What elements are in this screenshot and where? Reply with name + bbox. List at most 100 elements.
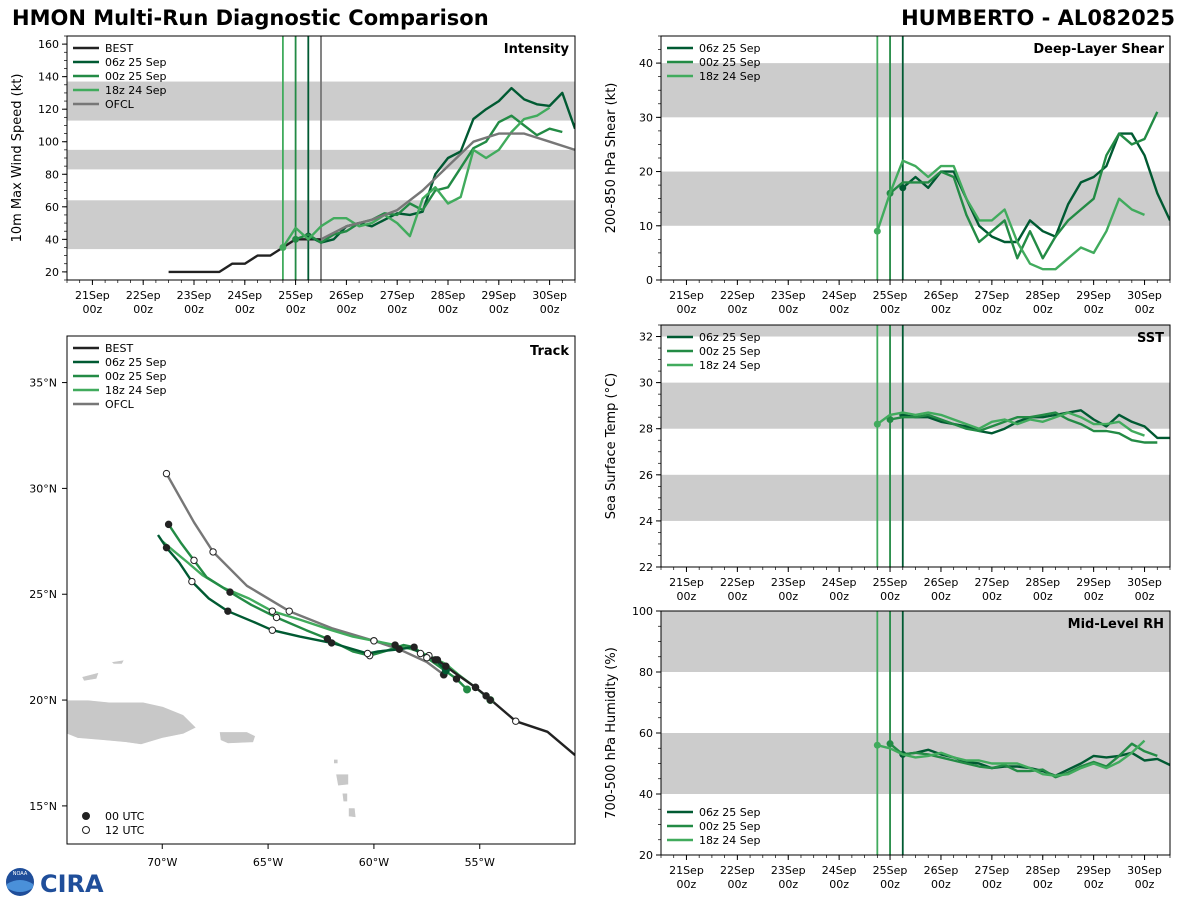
- intensity-ytick-label: 160: [38, 38, 59, 51]
- sst-band-0: [661, 474, 1170, 521]
- intensity-ytick-label: 140: [38, 71, 59, 84]
- shear-panel: 01020304021Sep00z22Sep00z23Sep00z24Sep00…: [604, 35, 1171, 316]
- sst-xtick-label-day: 26Sep: [924, 576, 959, 589]
- shear-legend-label: 00z 25 Sep: [699, 56, 761, 69]
- track-legend-label: 00z 25 Sep: [105, 370, 167, 383]
- shear-band-1: [661, 63, 1170, 118]
- sst-series-start-2: [873, 420, 881, 428]
- rh-ytick-label: 100: [632, 605, 653, 618]
- shear-legend-label: 18z 24 Sep: [699, 70, 761, 83]
- track-ytick-label: 20°N: [29, 694, 57, 707]
- rh-xtick-label-hour: 00z: [1033, 878, 1053, 891]
- sst-xtick-label-hour: 00z: [931, 590, 951, 603]
- guadeloupe-land: [335, 773, 349, 787]
- rh-series-start-2: [873, 741, 881, 749]
- track-marker-00utc: [452, 675, 461, 683]
- track-marker-00utc: [164, 520, 173, 529]
- track-marker-legend-symbol: [82, 826, 90, 834]
- sst-xtick-label-hour: 00z: [829, 590, 849, 603]
- shear-xtick-label-hour: 00z: [778, 303, 798, 316]
- track-xtick-label: 65°W: [253, 856, 283, 869]
- track-marker-12utc: [285, 607, 293, 615]
- sst-xtick-label-hour: 00z: [1033, 590, 1053, 603]
- track-marker-12utc: [268, 626, 277, 634]
- shear-xtick-label-hour: 00z: [1135, 303, 1155, 316]
- track-marker-12utc: [209, 548, 217, 556]
- antigua-land: [333, 759, 339, 764]
- sst-ylabel: Sea Surface Temp (°C): [604, 373, 619, 520]
- track-marker-00utc: [471, 683, 480, 692]
- sst-panel: 22242628303221Sep00z22Sep00z23Sep00z24Se…: [604, 324, 1171, 603]
- sst-series-2: [876, 411, 1145, 437]
- intensity-panel: 2040608010012014016021Sep00z22Sep00z23Se…: [10, 35, 576, 316]
- storm-title: HUMBERTO - AL082025: [901, 6, 1175, 30]
- rh-xtick-label-day: 27Sep: [974, 864, 1009, 877]
- intensity-ytick-label: 80: [45, 168, 59, 181]
- sst-xtick-label-day: 22Sep: [720, 576, 755, 589]
- rh-xtick-label-day: 25Sep: [873, 864, 908, 877]
- rh-xtick-label-day: 28Sep: [1025, 864, 1060, 877]
- intensity-xtick-label-hour: 00z: [286, 303, 306, 316]
- track-marker-12utc: [512, 717, 520, 725]
- shear-ytick-label: 0: [646, 274, 653, 287]
- sst-xtick-label-day: 24Sep: [822, 576, 857, 589]
- shear-xtick-label-day: 28Sep: [1025, 289, 1060, 302]
- sst-xtick-label-hour: 00z: [982, 590, 1002, 603]
- sst-xtick-label-day: 30Sep: [1127, 576, 1162, 589]
- shear-series-2: [876, 159, 1145, 271]
- shear-xtick-label-day: 24Sep: [822, 289, 857, 302]
- intensity-xtick-label-day: 22Sep: [126, 289, 161, 302]
- track-ytick-label: 25°N: [29, 588, 57, 601]
- track-marker-00utc: [482, 692, 490, 700]
- sst-series-start-1: [886, 415, 894, 423]
- intensity-xtick-label-day: 29Sep: [481, 289, 516, 302]
- shear-xtick-label-day: 29Sep: [1076, 289, 1111, 302]
- shear-xtick-label-day: 30Sep: [1127, 289, 1162, 302]
- sst-xtick-label-hour: 00z: [727, 590, 747, 603]
- sst-band-1: [661, 382, 1170, 429]
- intensity-series-3: [281, 106, 551, 249]
- noaa-badge-text: NOAA: [13, 871, 28, 877]
- shear-xtick-label-day: 26Sep: [924, 289, 959, 302]
- shear-ylabel: 200-850 hPa Shear (kt): [604, 83, 619, 234]
- track-marker-00utc: [226, 588, 234, 596]
- track-marker-00utc: [162, 543, 171, 552]
- rh-xtick-label-hour: 00z: [1135, 878, 1155, 891]
- rh-xtick-label-hour: 00z: [829, 878, 849, 891]
- intensity-ytick-label: 120: [38, 103, 59, 116]
- rh-ytick-label: 20: [639, 849, 653, 862]
- intensity-ylabel: 10m Max Wind Speed (kt): [10, 74, 25, 243]
- sst-ytick-label: 26: [639, 469, 653, 482]
- shear-ytick-label: 10: [639, 220, 653, 233]
- track-marker-00utc: [433, 656, 442, 664]
- track-ytick-label: 15°N: [29, 800, 57, 813]
- cira-logo-text: CIRA: [40, 870, 104, 898]
- sst-xtick-label-day: 27Sep: [974, 576, 1009, 589]
- intensity-series-2: [295, 114, 563, 244]
- rh-ytick-label: 40: [639, 788, 653, 801]
- intensity-legend-label: OFCL: [105, 98, 135, 111]
- intensity-xtick-label-hour: 00z: [235, 303, 255, 316]
- figure-title: HMON Multi-Run Diagnostic Comparison: [12, 6, 489, 30]
- intensity-xtick-label-hour: 00z: [387, 303, 407, 316]
- sst-ytick-label: 24: [639, 515, 653, 528]
- rh-xtick-label-day: 24Sep: [822, 864, 857, 877]
- rh-xtick-label-hour: 00z: [1084, 878, 1104, 891]
- shear-xtick-label-day: 27Sep: [974, 289, 1009, 302]
- intensity-ytick-label: 20: [45, 266, 59, 279]
- rh-xtick-label-day: 23Sep: [771, 864, 806, 877]
- track-marker-00utc: [327, 639, 336, 647]
- shear-xtick-label-day: 23Sep: [771, 289, 806, 302]
- intensity-legend-label: 06z 25 Sep: [105, 56, 167, 69]
- rh-series-start-1: [886, 740, 894, 748]
- track-title: Track: [530, 344, 569, 359]
- intensity-xtick-label-hour: 00z: [184, 303, 204, 316]
- track-marker-12utc: [268, 607, 277, 615]
- rh-band-1: [661, 611, 1170, 672]
- rh-panel: 2040608010021Sep00z22Sep00z23Sep00z24Sep…: [604, 605, 1171, 891]
- sst-xtick-label-day: 21Sep: [669, 576, 704, 589]
- track-start-2: [463, 685, 472, 694]
- shear-xtick-label-hour: 00z: [829, 303, 849, 316]
- hispaniola-land: [67, 699, 197, 745]
- track-marker-00utc: [486, 696, 495, 704]
